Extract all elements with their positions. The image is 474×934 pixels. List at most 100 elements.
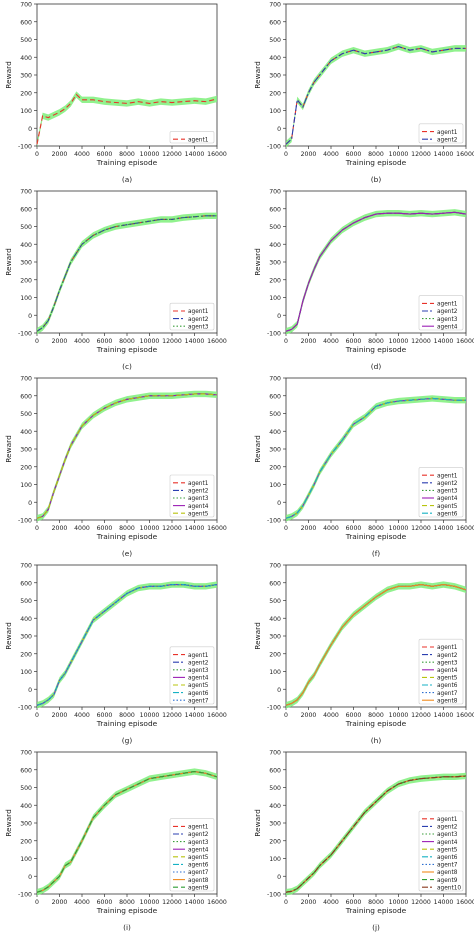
x-tick-label: 4000 xyxy=(323,712,339,719)
x-tick-label: 0 xyxy=(284,899,288,906)
legend-label: agent4 xyxy=(188,847,209,853)
y-axis-label: Reward xyxy=(4,809,13,837)
y-tick-label: 0 xyxy=(277,687,281,694)
y-tick-label: 400 xyxy=(269,803,281,810)
x-tick-label: 16000 xyxy=(207,525,227,532)
legend-label: agent1 xyxy=(437,130,458,136)
legend-label: agent5 xyxy=(188,683,209,689)
legend-label: agent6 xyxy=(437,511,458,517)
x-axis-label: Training episode xyxy=(345,906,407,915)
panel-caption: (f) xyxy=(372,549,380,558)
x-tick-label: 2000 xyxy=(301,712,317,719)
x-tick-label: 16000 xyxy=(456,899,474,906)
y-tick-label: -100 xyxy=(267,705,281,712)
y-tick-label: 100 xyxy=(269,669,281,676)
y-tick-label: 700 xyxy=(269,189,281,196)
x-tick-label: 2000 xyxy=(52,525,68,532)
y-axis-label: Reward xyxy=(4,61,13,89)
y-tick-label: 400 xyxy=(20,803,32,810)
y-axis-label: Reward xyxy=(4,248,13,276)
x-tick-label: 10000 xyxy=(140,525,160,532)
y-axis-label: Reward xyxy=(253,622,262,650)
legend-label: agent5 xyxy=(437,676,458,682)
plot-frame xyxy=(36,3,218,147)
x-tick-label: 8000 xyxy=(119,338,135,345)
y-tick-label: 100 xyxy=(20,669,32,676)
y-tick-label: 500 xyxy=(20,37,32,44)
y-tick-label: 700 xyxy=(269,2,281,9)
x-tick-label: 10000 xyxy=(389,899,409,906)
y-tick-label: 0 xyxy=(28,500,32,507)
panel-caption: (a) xyxy=(122,175,132,184)
y-tick-label: 300 xyxy=(269,821,281,828)
legend-label: agent7 xyxy=(437,691,458,697)
x-axis-label: Training episode xyxy=(96,906,158,915)
y-tick-label: 0 xyxy=(28,687,32,694)
x-tick-label: 14000 xyxy=(185,525,205,532)
y-tick-label: -100 xyxy=(267,331,281,338)
legend-label: agent3 xyxy=(437,489,458,495)
y-tick-label: 600 xyxy=(269,393,281,400)
legend-label: agent5 xyxy=(188,511,209,517)
series-line-agent9 xyxy=(36,770,218,893)
legend-box xyxy=(169,474,215,518)
x-tick-label: 12000 xyxy=(411,525,431,532)
x-tick-label: 4000 xyxy=(74,151,90,158)
x-tick-label: 0 xyxy=(35,151,39,158)
x-tick-label: 14000 xyxy=(434,899,454,906)
x-tick-label: 2000 xyxy=(301,899,317,906)
y-tick-label: 0 xyxy=(277,313,281,320)
y-tick-label: 400 xyxy=(20,429,32,436)
x-tick-label: 0 xyxy=(35,525,39,532)
legend-label: agent9 xyxy=(188,885,209,891)
x-tick-label: 4000 xyxy=(323,899,339,906)
y-tick-label: 600 xyxy=(269,206,281,213)
panel-caption: (j) xyxy=(372,923,380,932)
y-tick-label: 200 xyxy=(20,838,32,845)
x-tick-label: 4000 xyxy=(323,525,339,532)
x-tick-label: 4000 xyxy=(323,338,339,345)
panel-caption: (g) xyxy=(122,736,133,745)
y-tick-label: 0 xyxy=(277,874,281,881)
legend-label: agent1 xyxy=(437,302,458,308)
x-tick-label: 6000 xyxy=(97,899,113,906)
legend-label: agent10 xyxy=(437,885,461,891)
legend-label: agent4 xyxy=(188,676,209,682)
y-tick-label: -100 xyxy=(18,144,32,151)
x-tick-label: 12000 xyxy=(411,338,431,345)
x-tick-label: 10000 xyxy=(389,338,409,345)
y-tick-label: 500 xyxy=(20,411,32,418)
legend-label: agent3 xyxy=(437,317,458,323)
y-tick-label: 700 xyxy=(269,376,281,383)
x-tick-label: 0 xyxy=(284,712,288,719)
legend-box xyxy=(169,818,215,892)
plot-frame xyxy=(285,3,467,147)
x-tick-label: 2000 xyxy=(52,151,68,158)
legend-label: agent1 xyxy=(188,137,209,143)
y-tick-label: 500 xyxy=(269,598,281,605)
y-tick-label: 100 xyxy=(20,108,32,115)
y-tick-label: 500 xyxy=(269,785,281,792)
panel-caption: (h) xyxy=(371,736,382,745)
x-tick-label: 12000 xyxy=(411,899,431,906)
x-tick-label: 16000 xyxy=(207,338,227,345)
y-axis-label: Reward xyxy=(4,435,13,463)
y-tick-label: -100 xyxy=(267,892,281,899)
x-tick-label: 14000 xyxy=(434,712,454,719)
y-tick-label: 200 xyxy=(269,651,281,658)
y-tick-label: 300 xyxy=(269,73,281,80)
x-tick-label: 0 xyxy=(35,899,39,906)
legend-label: agent2 xyxy=(188,660,209,666)
x-axis-label: Training episode xyxy=(96,532,158,541)
series-line-agent2 xyxy=(285,46,466,145)
legend-label: agent2 xyxy=(188,832,209,838)
y-tick-label: 200 xyxy=(269,90,281,97)
legend-label: agent9 xyxy=(437,878,458,884)
x-tick-label: 14000 xyxy=(434,525,454,532)
y-tick-label: 700 xyxy=(20,376,32,383)
x-tick-label: 8000 xyxy=(119,151,135,158)
y-tick-label: 700 xyxy=(20,750,32,757)
x-tick-label: 6000 xyxy=(346,712,362,719)
